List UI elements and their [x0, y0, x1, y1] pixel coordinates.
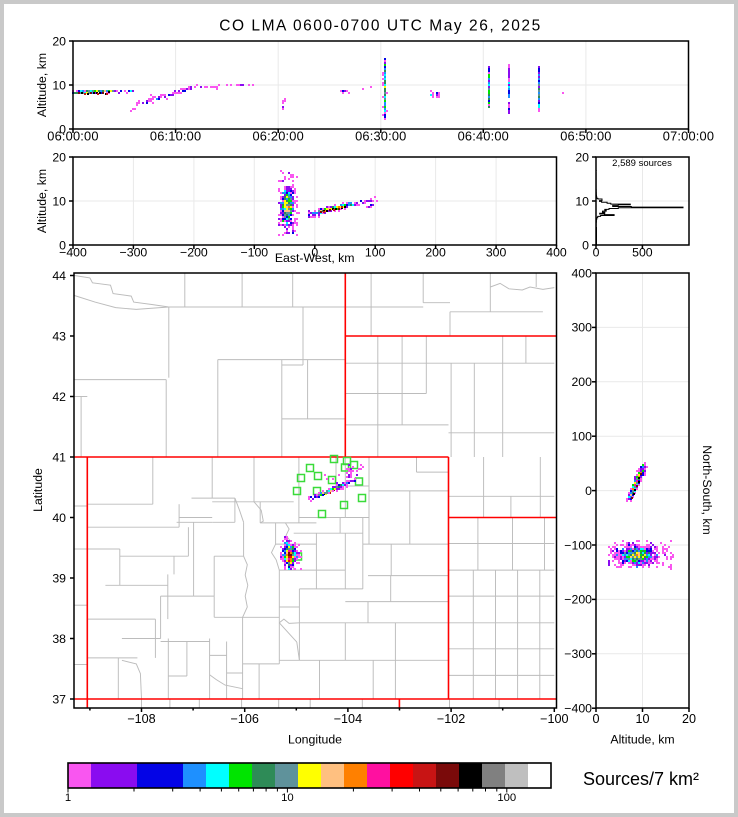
svg-text:43: 43 — [52, 329, 66, 343]
svg-text:Altitude, km: Altitude, km — [610, 733, 674, 747]
svg-text:20: 20 — [52, 150, 66, 164]
svg-text:100: 100 — [497, 792, 516, 804]
svg-text:−300: −300 — [120, 246, 148, 260]
svg-text:−300: −300 — [564, 647, 592, 661]
svg-text:Longitude: Longitude — [288, 733, 342, 747]
svg-text:CO LMA 0600-0700 UTC May 26, 2: CO LMA 0600-0700 UTC May 26, 2025 — [219, 18, 542, 35]
svg-text:10: 10 — [52, 194, 66, 208]
svg-text:100: 100 — [571, 430, 592, 444]
svg-text:−100: −100 — [540, 712, 568, 726]
svg-text:20: 20 — [52, 34, 66, 48]
svg-text:Altitude, km: Altitude, km — [35, 169, 49, 233]
svg-text:−102: −102 — [437, 712, 465, 726]
svg-text:1: 1 — [65, 792, 71, 804]
svg-text:−104: −104 — [334, 712, 362, 726]
svg-text:400: 400 — [571, 266, 592, 280]
svg-text:44: 44 — [52, 269, 66, 283]
svg-text:−200: −200 — [180, 246, 208, 260]
svg-text:300: 300 — [486, 246, 507, 260]
svg-text:06:40:00: 06:40:00 — [458, 129, 509, 144]
svg-text:North-South, km: North-South, km — [700, 445, 714, 535]
svg-text:38: 38 — [52, 632, 66, 646]
svg-text:41: 41 — [52, 450, 66, 464]
svg-text:20: 20 — [575, 150, 589, 164]
svg-text:Altitude, km: Altitude, km — [35, 53, 49, 117]
svg-text:400: 400 — [546, 246, 567, 260]
svg-text:07:00:00: 07:00:00 — [663, 129, 714, 144]
svg-text:06:10:00: 06:10:00 — [150, 129, 201, 144]
svg-text:−200: −200 — [564, 593, 592, 607]
svg-text:0: 0 — [582, 238, 589, 252]
svg-text:−106: −106 — [231, 712, 259, 726]
svg-text:East-West, km: East-West, km — [275, 251, 355, 265]
svg-text:42: 42 — [52, 390, 66, 404]
svg-text:200: 200 — [425, 246, 446, 260]
svg-text:−400: −400 — [564, 702, 592, 716]
svg-text:0: 0 — [59, 238, 66, 252]
svg-text:06:20:00: 06:20:00 — [252, 129, 303, 144]
svg-text:20: 20 — [682, 712, 696, 726]
svg-text:10: 10 — [575, 194, 589, 208]
svg-text:200: 200 — [571, 375, 592, 389]
svg-text:06:50:00: 06:50:00 — [560, 129, 611, 144]
svg-text:300: 300 — [571, 321, 592, 335]
svg-text:0: 0 — [311, 246, 318, 260]
svg-text:0: 0 — [592, 712, 599, 726]
svg-text:−108: −108 — [127, 712, 155, 726]
svg-text:−400: −400 — [59, 246, 87, 260]
svg-text:06:00:00: 06:00:00 — [47, 129, 98, 144]
svg-text:Sources/7 km²: Sources/7 km² — [583, 769, 699, 789]
svg-text:500: 500 — [632, 246, 653, 260]
svg-text:−100: −100 — [240, 246, 268, 260]
svg-text:10: 10 — [281, 792, 294, 804]
svg-text:0: 0 — [59, 122, 66, 136]
svg-text:2,589 sources: 2,589 sources — [612, 158, 672, 169]
svg-text:10: 10 — [52, 78, 66, 92]
svg-text:06:30:00: 06:30:00 — [355, 129, 406, 144]
svg-text:100: 100 — [365, 246, 386, 260]
svg-text:37: 37 — [52, 692, 66, 706]
svg-text:10: 10 — [635, 712, 649, 726]
svg-text:39: 39 — [52, 571, 66, 585]
svg-text:Latitude: Latitude — [31, 468, 45, 512]
svg-text:0: 0 — [585, 484, 592, 498]
svg-text:40: 40 — [52, 511, 66, 525]
svg-text:−100: −100 — [564, 538, 592, 552]
svg-text:0: 0 — [593, 246, 600, 260]
